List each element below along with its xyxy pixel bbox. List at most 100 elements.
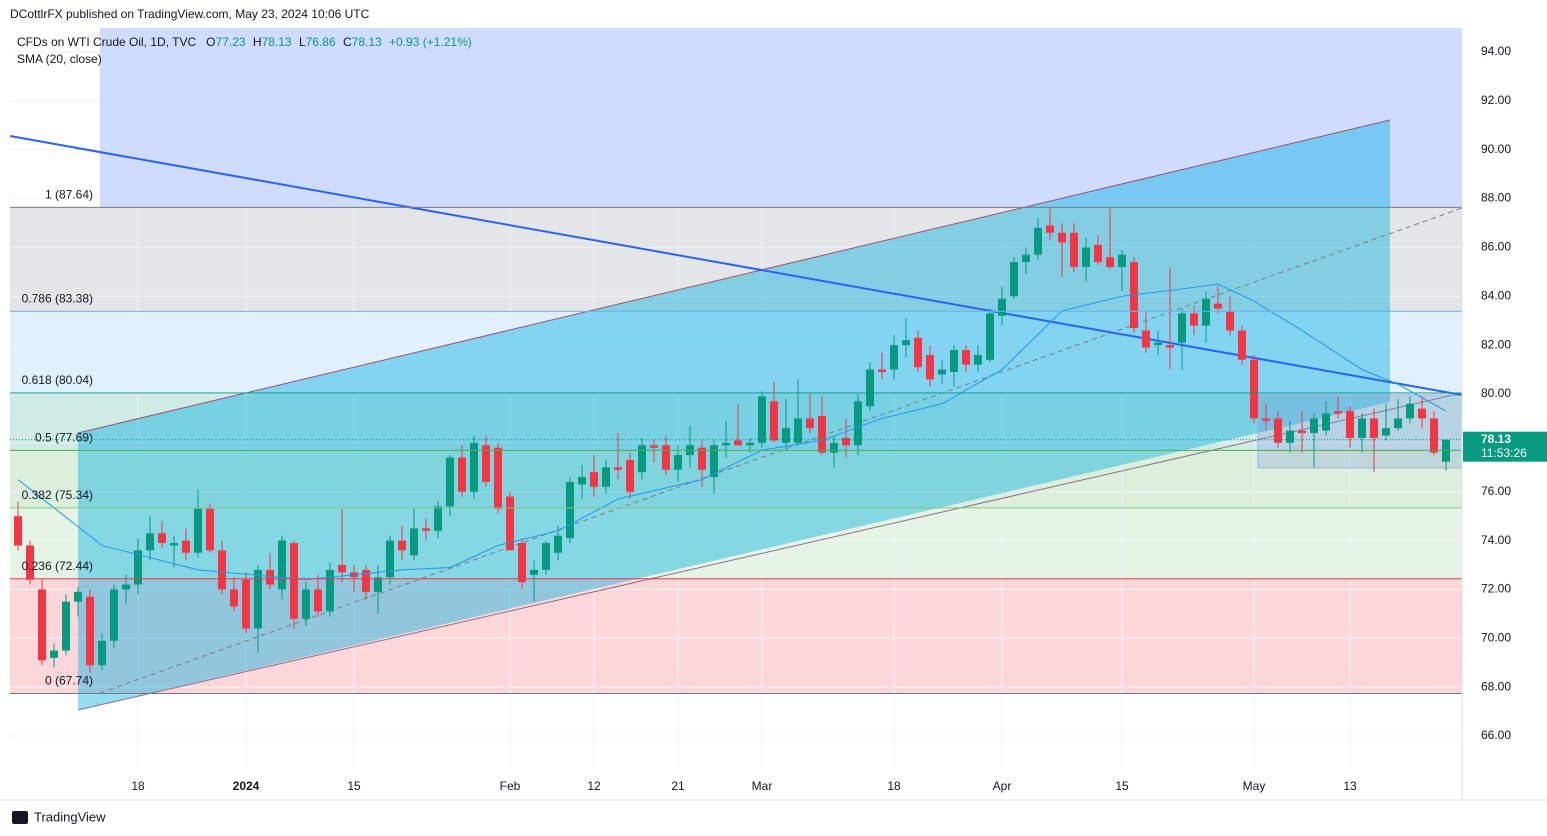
candle-body [782,428,790,443]
candle-body [14,516,22,546]
y-tick-label: 80.00 [1481,386,1511,400]
candle-body [218,550,226,590]
candle-body [554,535,562,553]
fib-label: 0.5 (77.69) [35,431,93,445]
price-tag [1463,431,1547,462]
candle-body [806,418,814,429]
x-tick-label: 15 [1115,779,1129,793]
l-label: L [298,35,306,49]
y-tick-label: 90.00 [1481,142,1511,156]
candle-body [242,579,250,629]
candle-body [1022,254,1030,263]
candle-body [530,569,538,575]
candle-body [866,369,874,407]
x-tick-label: Apr [993,779,1012,793]
y-tick-label: 88.00 [1481,191,1511,205]
candle-body [1118,254,1126,267]
x-tick-label: 12 [587,779,601,793]
candle-body [494,447,502,509]
candle-body [206,508,214,551]
channel-bottom [77,392,1462,711]
candle-body [62,601,70,651]
candle-body [926,354,934,380]
candle-body [230,589,238,607]
legend: CFDs on WTI Crude Oil, 1D, TVC O77.23 H7… [17,34,476,68]
candle-body [1190,313,1198,326]
candle-body [122,584,130,590]
brand-logo [12,811,28,824]
y-tick-label: 76.00 [1481,484,1511,498]
candle-body [278,540,286,590]
candle-body [422,528,430,531]
fib-label: 0 (67.74) [45,674,93,688]
fib-label: 0.786 (83.38) [22,292,93,306]
candle-body [650,445,658,448]
candle-body [842,437,850,446]
candle-body [758,396,766,443]
x-tick-label: 13 [1343,779,1357,793]
candle-body [698,447,706,470]
candle-body [1202,298,1210,326]
candle-body [458,457,466,492]
candle-body [1310,418,1318,434]
candle-body [914,337,922,368]
x-tick-label: 18 [131,779,145,793]
candle-body [1178,313,1186,343]
x-tick-label: Feb [500,779,521,793]
candle-body [26,545,34,580]
candle-body [1142,330,1150,348]
open: 77.23 [215,35,246,49]
candle-body [74,591,82,602]
candle-body [890,345,898,370]
y-tick-label: 84.00 [1481,288,1511,302]
fib-label: 0.236 (72.44) [22,559,93,573]
candle-body [1418,408,1426,419]
candle-body [770,401,778,441]
candle-body [1034,227,1042,255]
x-tick-label: 2024 [233,779,260,793]
candle-body [746,442,754,446]
candle-body [506,496,514,551]
candle-body [902,340,910,346]
candle-body [446,457,454,507]
x-tick-label: 21 [671,779,685,793]
candle-body [470,442,478,492]
candle-body [878,369,886,373]
candle-body [854,401,862,446]
candle-body [638,445,646,473]
candle-body [1298,430,1306,434]
candle-body [110,589,118,641]
candle-body [374,577,382,592]
candle-body [158,533,166,544]
candle-body [182,540,190,553]
candle-body [338,565,346,573]
candle-body [734,440,742,446]
candle-body [266,569,274,585]
candle-body [434,506,442,531]
candle-body [1394,418,1402,429]
x-tick-label: 18 [887,779,901,793]
candle-body [794,418,802,443]
x-tick-label: 15 [347,779,361,793]
candle-body [1094,244,1102,263]
candle-body [410,528,418,556]
fib-band [10,507,1462,579]
candle-body [566,481,574,539]
candle-body [830,442,838,453]
y-tick-label: 66.00 [1481,728,1511,742]
candle-body [86,596,94,666]
candle-body [194,508,202,553]
candle-body [1166,345,1174,348]
candle-body [170,543,178,546]
candle-body [326,569,334,612]
candle-body [938,369,946,375]
close: 78.13 [351,35,382,49]
candle-body [1346,411,1354,438]
candle-body [1058,232,1066,243]
candle-body [1370,418,1378,438]
candle-body [1358,418,1366,438]
price-tag-value: 78.13 [1481,432,1511,446]
candle-body [1214,303,1222,309]
